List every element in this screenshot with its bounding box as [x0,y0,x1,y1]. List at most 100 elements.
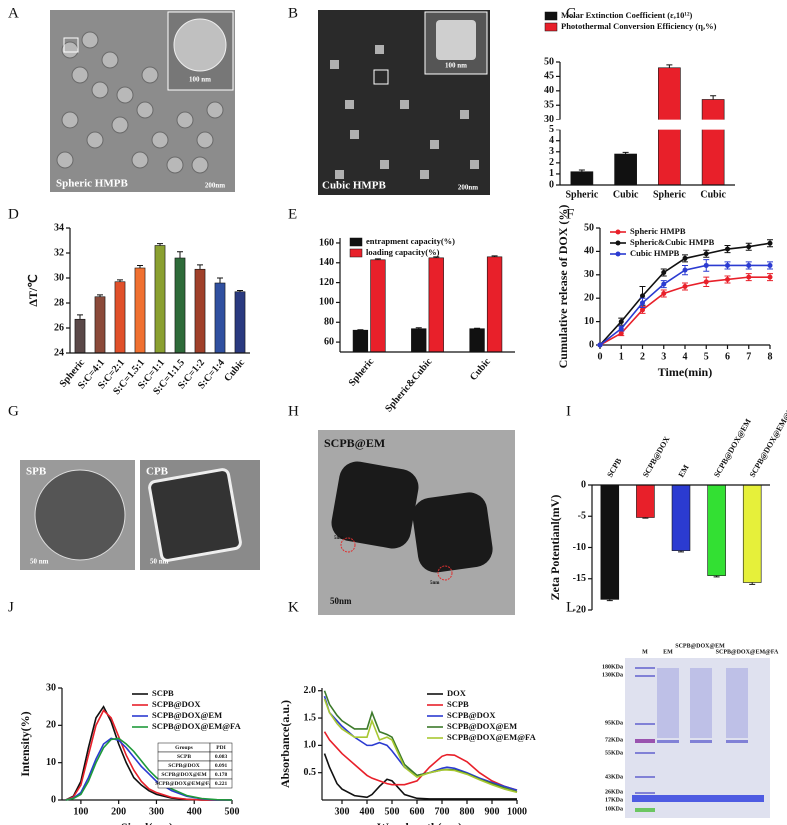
y-axis-title: Zeta Potentianl(mV) [548,495,562,601]
y-tick-label: 1.5 [304,712,317,723]
inset-particle [173,18,227,72]
image-label: SPB [26,466,47,478]
scale-label: 50 nm [150,558,169,566]
line [323,731,518,791]
point [703,279,709,285]
scale-label: 100 nm [189,76,211,84]
particle [34,469,126,561]
x-tick-label: 8 [768,351,773,362]
error-bar [578,169,585,172]
marker-label: 180KDa [602,664,623,670]
marker-label: 95KDa [605,720,623,726]
y-tick-label: 40 [584,246,594,257]
x-tick-label: 800 [460,806,475,817]
scale-label: 200nm [205,182,225,190]
y-tick-label: 0 [549,179,554,190]
table-cell [209,778,233,789]
legend-label: SCPB@DOX@EM@FA [447,732,537,742]
point [746,244,752,250]
y-tick-label: 3 [549,146,554,157]
error-bar [666,64,673,68]
bar [701,99,725,186]
point [618,319,624,325]
y-tick-label: 120 [319,277,334,288]
y-axis-title: Intensity(%) [18,711,32,776]
gel-image [625,658,770,818]
legend-swatch [544,11,558,21]
marker-label: 17KDa [605,797,623,803]
y-tick-label: 2 [549,157,554,168]
legend-label: Spheric HMPB [630,226,686,236]
point [661,291,667,297]
y-axis-title: ΔT/℃ [26,274,40,306]
x-tick-label: 3 [661,351,666,362]
error-bar [374,258,381,260]
y-tick-label: 5 [549,124,554,135]
error-bar [622,151,629,155]
marker-label: 130KDa [602,672,623,678]
table-text: PDI [216,745,225,751]
scale-label: 50nm [330,596,352,606]
particle [412,492,493,573]
panel-label: J [8,599,14,615]
x-tick-label: 500 [385,806,400,817]
x-tick-label: EM [677,463,691,479]
bar [174,257,186,354]
y-tick-label: 30 [544,114,554,125]
panel-label: A [8,5,19,21]
y-tick-label: -10 [573,542,586,553]
table-text: SCPB@DOX [168,763,199,769]
bar [370,259,386,353]
y-tick-label: 50 [544,56,554,67]
membrane-mark [437,565,453,581]
y-tick-label: 30 [54,272,64,283]
legend-marker [615,251,621,257]
x-tick-label: Cubic [613,189,639,200]
bar [154,245,166,354]
image-label: SCPB@EM [324,436,385,450]
micrograph-a: 100 nm Spheric HMPB 200nm [50,10,235,192]
image-label: Spheric HMPB [56,178,128,190]
point [725,276,730,282]
error-bar [117,279,123,282]
micrograph-g: SPB CPB 50 nm 50 nm [20,460,260,570]
error-bar [77,314,83,320]
bar [600,484,620,600]
legend-label: Spheric&Cubic HMPB [630,237,715,247]
bar [234,291,246,354]
y-tick-label: 80 [324,317,334,328]
x-tick-label: 1 [619,351,624,362]
x-tick-label: 100 [73,806,88,817]
x-tick-label: Spheric [347,356,377,389]
marker-label: 55KDa [605,750,623,756]
bar [636,484,655,518]
y-tick-label: 0 [589,339,594,350]
marker-label: 43KDa [605,774,623,780]
lane-label: SCPB@DOX@EM@FA [716,649,779,655]
bar [742,484,762,583]
particle [148,468,242,562]
legend-label: entrapment capacity(%) [366,236,455,246]
y-tick-label: 20 [46,720,56,731]
x-tick-label: 700 [435,806,450,817]
bar [411,328,427,353]
x-axis-title: Time(min) [658,365,712,379]
error-bar [137,265,143,268]
error-bar [157,243,163,246]
y-tick-label: 100 [319,297,334,308]
x-tick-label: Spheric [565,189,598,200]
y-tick-label: 40 [544,85,554,96]
point [640,300,645,306]
point [661,281,667,287]
legend-label: Cubic HMPB [630,248,680,258]
panel-label: I [566,403,571,419]
y-tick-label: 34 [54,222,64,233]
line [323,698,518,794]
marker-label: 72KDa [605,737,623,743]
y-tick-label: 26 [54,322,64,333]
y-tick-label: 0 [581,479,586,490]
legend-label: DOX [447,688,467,698]
panel-label: H [288,403,299,419]
scale-label: 5nm [430,581,440,586]
